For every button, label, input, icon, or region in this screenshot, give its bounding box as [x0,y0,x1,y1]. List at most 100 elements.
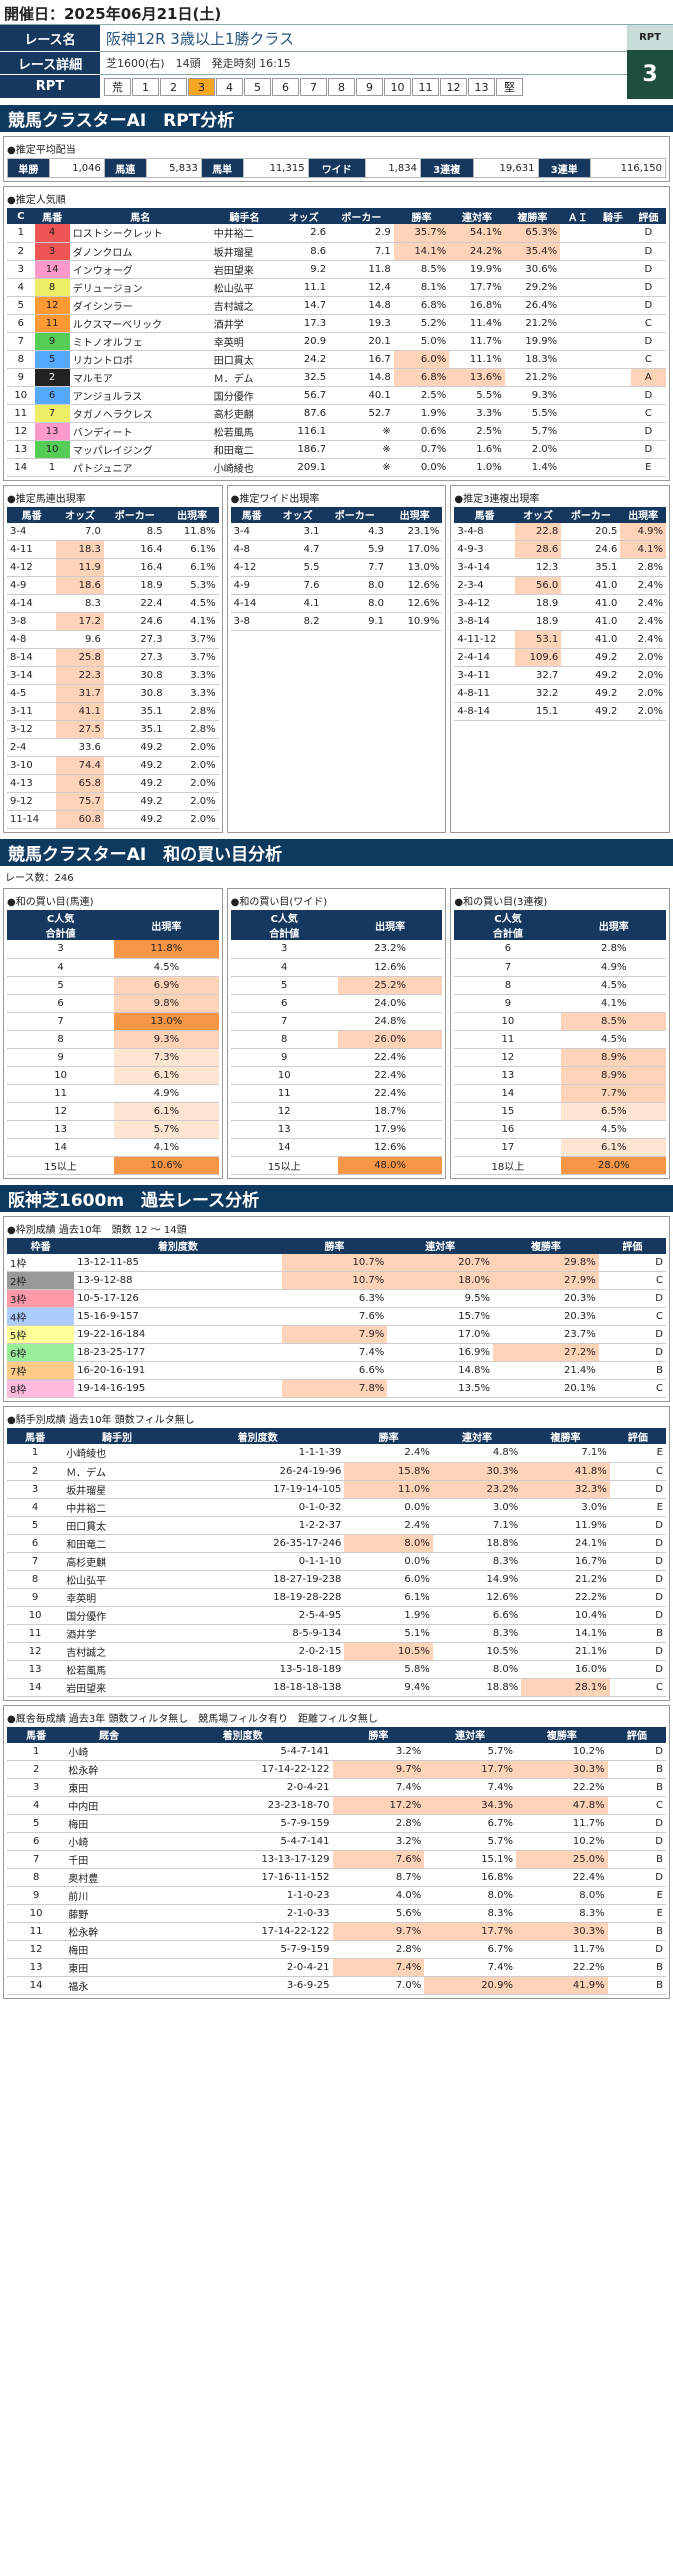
cell [560,350,596,369]
cell: 14 [7,458,35,477]
cell: 35.1 [103,720,166,739]
wa-umaren-table: C人気 合計値 出現率 3 11.8% 4 4.5% 5 6.9% 6 9.8% 7 13.0% 8 9.3… [7,910,219,1175]
column-header: 複勝率 [515,1726,608,1743]
table-row: 3 坂井瑠星 17-19-14-105 11.0% 23.2% 32.3% D [7,1480,666,1499]
cell: 18-19-28-228 [170,1588,345,1607]
cell: B [607,1778,666,1797]
table-row: 4-9-3 28.6 24.6 4.1% [454,540,667,559]
cell: D [630,278,666,297]
cell: 2-4-14 [454,648,515,667]
rpt-cell: 1 [132,78,159,96]
table-row: 4 8 デリュージョン 松山弘平 11.1 12.4 8.1% 17.7% 29.2% D [7,278,666,297]
cell: 4-9 [230,576,273,595]
column-header: C人気 合計値 [7,910,115,940]
cell: 19-22-16-184 [74,1325,282,1344]
payout-table: 単勝 1,046 馬連 5,833 馬単 11,315 ワイド 1,834 3連複 19,631 3… [7,158,666,178]
wide-title: ●推定ワイド出現率 [230,493,320,505]
column-header: 馬番 [454,506,515,523]
cell: 19.9% [449,260,505,279]
cell: 17.7% [424,1922,516,1941]
cell: 65.3% [504,224,561,243]
jockey-title: ●騎手別成績 過去10年 頭数フィルタ無し [7,1415,195,1426]
payout-value: 5,833 [145,158,202,178]
cell: 18-18-18-138 [170,1678,345,1697]
wa-wide-table: C人気 合計値 出現率 3 23.2% 4 12.6% 5 25.2% 6 24.0% 7 24.8% 8… [230,910,443,1175]
cell: 2-0-4-21 [152,1958,333,1977]
race-info: レース名 阪神12R 3歳以上1勝クラス RPT 3 レース詳細 芝1600(右)… [0,24,673,99]
table-row: 13 17.9% [230,1120,443,1139]
cell: 16.8% [424,1868,516,1887]
cell: D [609,1642,666,1661]
cell: 17.0% [387,1325,494,1344]
table-row: 3-4 3.1 4.3 23.1% [230,522,443,541]
cell: 8.0% [424,1886,516,1905]
cell: 23.7% [493,1325,599,1344]
column-header: 勝率 [344,1428,433,1444]
cell: 8 [230,1030,338,1049]
cell: 田口貫太 [210,350,279,369]
table-row: 4枠 15-16-9-157 7.6% 15.7% 20.3% C [7,1307,666,1326]
cell: 6 [7,314,35,333]
column-header: 連対率 [424,1726,516,1743]
cell: 7.9% [281,1325,388,1344]
cell: 8.9% [561,1048,667,1067]
cell: 0.0% [344,1498,433,1517]
cell: 19.3 [329,314,394,333]
cell [595,224,631,243]
cell: 3.7% [165,630,219,649]
column-header: 勝率 [281,1237,388,1254]
cell [595,368,631,387]
cell: 3-6-9-25 [152,1976,333,1995]
cell: 8.3% [424,1904,516,1923]
cell: E [630,458,666,477]
table-row: 5 梅田 5-7-9-159 2.8% 6.7% 11.7% D [7,1814,666,1833]
table-row: 2枠 13-9-12-88 10.7% 18.0% 27.9% C [7,1271,666,1290]
cell: 22.8 [514,522,562,541]
cell: C [609,1462,666,1481]
race-count: レース数：246 [5,873,74,884]
cell: 56.7 [278,386,330,405]
table-row: 4-8 9.6 27.3 3.7% [7,630,219,649]
table-row: 14 岩田望来 18-18-18-138 9.4% 18.8% 28.1% C [7,1678,666,1697]
cell: 41.0 [561,630,621,649]
cell: D [607,1940,666,1959]
cell: 13 [34,422,70,441]
cell [560,458,596,477]
cell: 8.5% [561,1012,667,1031]
table-row: 5 12 ダイシンラー 吉村誠之 14.7 14.8 6.8% 16.8% 26.4% D [7,296,666,315]
cell: 12 [34,296,70,315]
table-row: 1 小崎 5-4-7-141 3.2% 5.7% 10.2% D [7,1742,666,1761]
cell: 9.5% [387,1289,494,1308]
cell: 2-1-0-33 [152,1904,333,1923]
cell: 2 [7,1462,64,1481]
table-row: 6 2.8% [454,940,667,959]
cell: 35.1 [103,702,166,721]
cell: 9.7% [332,1922,425,1941]
table-header-row: 枠番 着別度数 勝率 連対率 複勝率 評価 [7,1237,666,1254]
cell: 坂井瑠星 [63,1480,171,1499]
column-header: オッズ [278,208,330,224]
cell: 16.8% [449,296,505,315]
table-header-row: 馬番 オッズ ポーカー 出現率 [7,506,219,523]
cell: 27.3 [103,630,166,649]
cell: 13-5-18-189 [170,1660,345,1679]
popularity-title: ●推定人気順 [7,195,66,206]
cell: 27.9% [493,1271,599,1290]
cell: 6.0% [344,1570,433,1589]
cell: 2.5% [449,422,505,441]
table-row: 5 6.9% [7,976,219,995]
cell: 8-14 [7,648,57,667]
column-header: 出現率 [114,910,219,940]
table-row: 3-4-14 12.3 35.1 2.8% [454,558,667,577]
cell: 4.1% [165,612,219,631]
cell [560,314,596,333]
cell: 4.5% [165,594,219,613]
cell: D [598,1253,666,1272]
cell: 10 [230,1066,338,1085]
cell: 11 [230,1084,338,1103]
cell: 16.7 [329,350,394,369]
cell: 22.4% [515,1868,608,1887]
cell: 4.0% [332,1886,425,1905]
cell: 21.2% [504,314,561,333]
cell: 2-0-4-21 [152,1778,333,1797]
